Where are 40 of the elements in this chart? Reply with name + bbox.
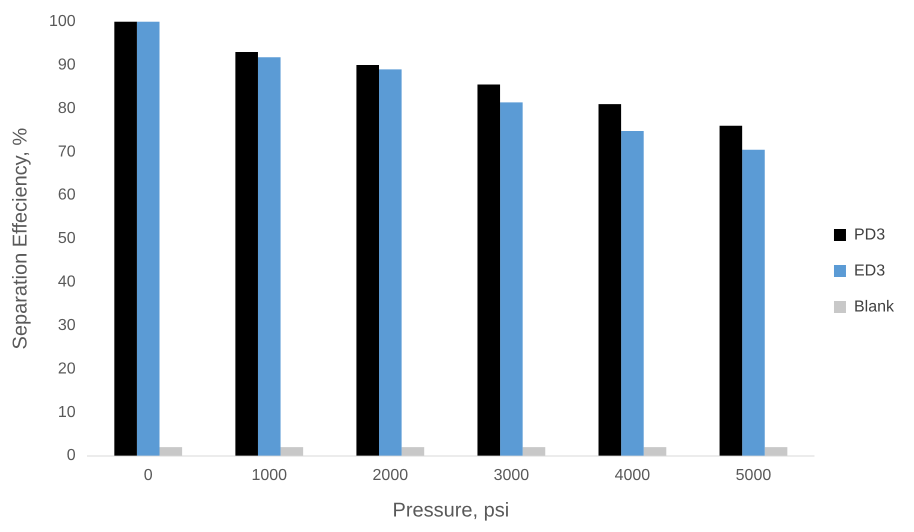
legend-label: PD3 (854, 226, 886, 244)
y-tick-label: 30 (58, 316, 76, 334)
y-tick-label: 90 (58, 56, 76, 74)
y-tick-label: 20 (58, 360, 76, 378)
y-tick-label: 80 (58, 100, 76, 117)
bar (402, 447, 424, 456)
x-tick-label: 1000 (251, 466, 288, 484)
bar (764, 447, 788, 456)
y-tick-label: 100 (48, 13, 76, 30)
bar (742, 150, 765, 456)
bar (720, 126, 742, 456)
x-tick-label: 4000 (614, 466, 650, 484)
bar (114, 22, 137, 456)
bar (235, 52, 258, 456)
x-axis-title: Pressure, psi (392, 500, 510, 522)
bar (356, 65, 380, 456)
y-tick-label: 0 (66, 447, 76, 464)
y-tick-label: 50 (58, 230, 76, 248)
x-tick-label: 5000 (736, 466, 772, 484)
bar (160, 447, 182, 456)
bar (500, 102, 523, 456)
y-axis-title: Separation Effeciency, % (10, 128, 32, 350)
bar (477, 84, 500, 456)
legend-label: Blank (854, 298, 895, 316)
bar (621, 131, 644, 456)
x-tick-label: 0 (144, 466, 153, 484)
bar (258, 57, 281, 456)
bar (598, 104, 622, 456)
y-tick-label: 40 (58, 274, 76, 291)
y-tick-label: 60 (58, 186, 76, 204)
x-tick-label: 2000 (372, 466, 408, 484)
bar (280, 447, 304, 456)
legend-label: ED3 (854, 262, 886, 280)
bar (379, 69, 402, 456)
bar (522, 447, 546, 456)
bar (136, 22, 160, 456)
y-tick-label: 70 (58, 143, 76, 160)
bar (644, 447, 666, 456)
y-tick-label: 10 (58, 404, 76, 421)
x-tick-label: 3000 (494, 466, 530, 484)
